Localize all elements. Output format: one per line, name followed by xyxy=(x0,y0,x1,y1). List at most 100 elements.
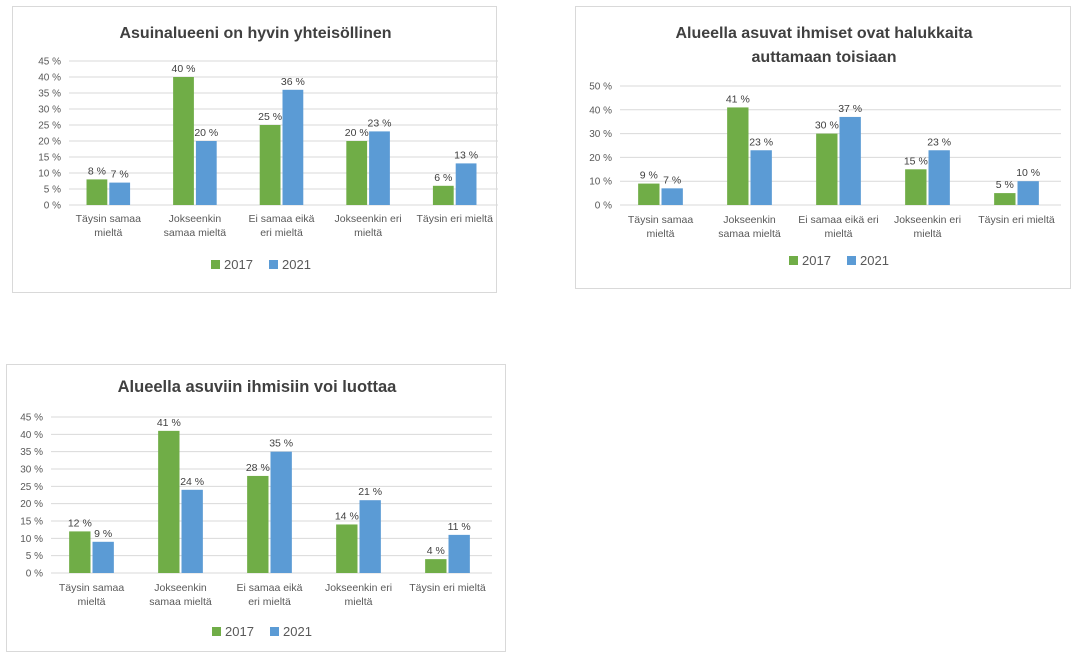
x-category-label: Täysin eri mieltä xyxy=(409,582,486,594)
bar-2017 xyxy=(86,179,108,205)
data-label-2017: 25 % xyxy=(258,111,282,123)
x-category-label: samaa mieltä xyxy=(164,227,227,239)
x-category-label: Jokseenkin eri xyxy=(325,582,392,594)
bar-2021 xyxy=(359,500,381,573)
legend-label-2021: 2021 xyxy=(860,253,889,268)
bar-2021 xyxy=(839,116,861,205)
legend-swatch-2017 xyxy=(212,627,221,636)
y-tick-label: 35 % xyxy=(38,89,61,100)
bar-2021 xyxy=(109,182,131,205)
y-tick-label: 30 % xyxy=(20,465,43,476)
data-label-2021: 35 % xyxy=(269,438,293,450)
bar-2021 xyxy=(448,534,470,573)
y-tick-label: 45 % xyxy=(20,413,43,424)
legend-label-2017: 2017 xyxy=(225,624,254,639)
chart-panel-halukkaita-auttamaan: Alueella asuvat ihmiset ovat halukkaita a… xyxy=(575,6,1071,289)
y-tick-label: 35 % xyxy=(20,447,43,458)
y-tick-label: 45 % xyxy=(38,57,61,68)
x-category-label: Jokseenkin eri xyxy=(335,213,402,225)
data-label-2017: 14 % xyxy=(335,510,359,522)
y-tick-label: 15 % xyxy=(38,153,61,164)
bar-chart-voi-luottaa: Alueella asuviin ihmisiin voi luottaa 0 %… xyxy=(20,378,492,639)
data-label-2017: 28 % xyxy=(246,462,270,474)
x-category-label: Täysin eri mieltä xyxy=(416,213,493,225)
bar-2017 xyxy=(346,141,368,205)
x-category-label: eri mieltä xyxy=(248,596,291,608)
data-label-2021: 21 % xyxy=(358,486,382,498)
y-tick-label: 25 % xyxy=(20,482,43,493)
x-category-label: mieltä xyxy=(94,227,122,239)
x-category-label: Jokseenkin xyxy=(723,214,776,226)
data-label-2021: 7 % xyxy=(663,174,681,186)
y-tick-label: 20 % xyxy=(20,499,43,510)
bar-2021 xyxy=(661,188,683,205)
y-tick-label: 20 % xyxy=(589,153,612,164)
data-label-2017: 6 % xyxy=(434,172,452,184)
bar-2021 xyxy=(455,163,477,205)
x-category-label: mieltä xyxy=(646,228,674,240)
bar-2017 xyxy=(69,531,91,573)
legend-swatch-2017 xyxy=(789,256,798,265)
bar-2021 xyxy=(270,451,292,573)
y-tick-label: 5 % xyxy=(26,551,43,562)
y-tick-label: 40 % xyxy=(589,105,612,116)
chart-title: Alueella asuviin ihmisiin voi luottaa xyxy=(118,378,398,396)
x-category-label: Jokseenkin xyxy=(154,582,207,594)
x-category-label: Täysin samaa xyxy=(76,213,142,225)
chart-panel-yhteisollinen: Asuinalueeni on hyvin yhteisöllinen 0 % 5 … xyxy=(12,6,498,293)
legend-swatch-2021 xyxy=(270,627,279,636)
x-category-label: mieltä xyxy=(913,228,941,240)
data-label-2017: 9 % xyxy=(640,170,658,182)
y-tick-label: 40 % xyxy=(20,430,43,441)
x-category-label: samaa mieltä xyxy=(718,228,781,240)
x-category-label: Jokseenkin xyxy=(169,213,222,225)
y-tick-label: 10 % xyxy=(20,534,43,545)
bar-2017 xyxy=(247,475,269,573)
data-label-2021: 11 % xyxy=(448,521,471,533)
bar-2017 xyxy=(727,107,749,205)
bar-2017 xyxy=(425,559,447,573)
y-tick-label: 30 % xyxy=(589,129,612,140)
data-label-2017: 40 % xyxy=(172,63,196,75)
data-label-2017: 5 % xyxy=(996,179,1014,191)
bar-2017 xyxy=(336,524,358,573)
bar-2017 xyxy=(905,169,927,205)
y-tick-label: 0 % xyxy=(595,201,612,212)
y-tick-label: 10 % xyxy=(589,177,612,188)
data-label-2017: 41 % xyxy=(157,417,181,429)
data-label-2017: 12 % xyxy=(68,517,92,529)
bar-2017 xyxy=(816,133,838,205)
x-category-label: mieltä xyxy=(77,596,105,608)
data-label-2017: 4 % xyxy=(427,545,445,557)
y-tick-label: 5 % xyxy=(44,185,61,196)
bar-2021 xyxy=(181,489,203,573)
data-label-2017: 8 % xyxy=(88,165,106,177)
chart-panel-voi-luottaa: Alueella asuviin ihmisiin voi luottaa 0 %… xyxy=(6,364,506,652)
data-label-2021: 23 % xyxy=(749,136,773,148)
bar-2017 xyxy=(638,183,660,205)
bar-2021 xyxy=(928,150,950,205)
chart-title: Asuinalueeni on hyvin yhteisöllinen xyxy=(119,25,391,42)
x-category-label: mieltä xyxy=(344,596,372,608)
legend-label-2017: 2017 xyxy=(802,253,831,268)
legend-label-2021: 2021 xyxy=(283,624,312,639)
data-label-2021: 20 % xyxy=(194,127,218,139)
data-label-2021: 36 % xyxy=(281,76,305,88)
x-category-label: Täysin samaa xyxy=(628,214,694,226)
data-label-2021: 23 % xyxy=(927,136,951,148)
x-category-label: eri mieltä xyxy=(260,227,303,239)
x-category-label: Ei samaa eikä xyxy=(249,213,315,225)
chart-title: Alueella asuvat ihmiset ovat halukkaita xyxy=(675,25,972,42)
x-category-label: Täysin samaa xyxy=(59,582,125,594)
bar-2021 xyxy=(195,141,217,205)
legend-label-2017: 2017 xyxy=(224,257,253,272)
y-tick-label: 0 % xyxy=(44,201,61,212)
data-label-2021: 9 % xyxy=(94,528,112,540)
bar-2021 xyxy=(750,150,772,205)
data-label-2021: 37 % xyxy=(838,103,862,115)
y-tick-label: 20 % xyxy=(38,137,61,148)
chart-title: auttamaan toisiaan xyxy=(752,49,897,66)
bar-2021 xyxy=(92,541,114,573)
legend-swatch-2021 xyxy=(847,256,856,265)
bar-2021 xyxy=(1017,181,1039,205)
